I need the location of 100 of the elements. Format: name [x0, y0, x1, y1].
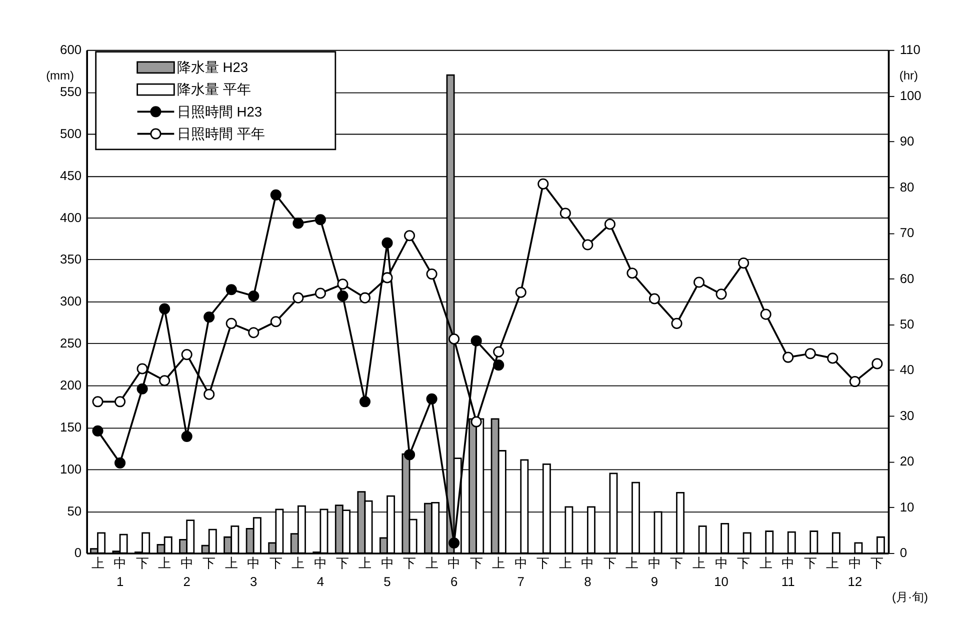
y2-axis-title: (hr) [899, 68, 918, 82]
x-tick-label: 下 [269, 555, 282, 570]
point [181, 349, 192, 360]
x-tick-label: 下 [336, 555, 350, 570]
point [827, 352, 838, 364]
point [404, 449, 416, 460]
x-tick-label: 上 [91, 555, 104, 570]
point [92, 396, 104, 408]
point [538, 178, 549, 190]
point [181, 430, 192, 442]
point [426, 268, 438, 280]
point [648, 293, 660, 304]
y-tick-label: 550 [60, 84, 82, 100]
point [92, 425, 104, 436]
x-tick-label: 下 [804, 555, 817, 570]
x-tick-label: 上 [558, 555, 572, 570]
legend-label: 日照時間 平年 [176, 125, 265, 142]
point [159, 303, 170, 314]
x-tick-label: 上 [626, 555, 639, 570]
point [114, 396, 126, 408]
x-tick-label: 下 [136, 555, 149, 570]
y-tick-label: 200 [60, 377, 82, 392]
point [448, 537, 460, 549]
x-tick-label: 中 6 [448, 555, 461, 589]
x-tick-label: 中 12 [848, 555, 862, 589]
x-tick-label: 下 [403, 555, 416, 570]
y2-tick-label: 50 [900, 316, 914, 332]
point [314, 288, 326, 299]
x-tick-label: 中 4 [314, 555, 327, 589]
y-tick-label: 100 [60, 461, 82, 476]
x-tick-label: 中 5 [380, 555, 394, 589]
y2-tick-label: 60 [900, 270, 914, 286]
x-tick-label: 上 [224, 555, 238, 570]
x-tick-label: 下 [202, 555, 216, 570]
point [248, 290, 260, 302]
point [292, 218, 304, 229]
point [382, 237, 393, 248]
point [248, 327, 260, 338]
point [604, 218, 616, 230]
x-tick-label: 上 [292, 555, 305, 570]
point [426, 393, 438, 404]
point [359, 292, 371, 304]
point [359, 396, 371, 408]
y-tick-label: 450 [60, 168, 82, 183]
y-tick-label: 50 [67, 503, 82, 518]
x-tick-label: 中 10 [714, 555, 728, 589]
x-tick-label: 中 1 [114, 555, 127, 589]
point [226, 284, 237, 296]
point [738, 258, 750, 269]
y-tick-label: 0 [74, 545, 82, 560]
y2-tick-label: 80 [900, 179, 914, 194]
point [849, 376, 860, 388]
x-tick-label: 下 [870, 555, 884, 570]
y2-tick-label: 30 [900, 408, 914, 423]
legend-label: 日照時間 H23 [176, 103, 262, 120]
x-tick-label: 中 7 [514, 555, 528, 589]
x-tick-label: 中 9 [648, 555, 661, 589]
y2-tick-label: 20 [900, 454, 914, 469]
point [337, 290, 348, 302]
y2-tick-label: 110 [900, 42, 920, 58]
y-axis-title: (mm) [46, 68, 74, 82]
y-tick-label: 600 [60, 42, 82, 58]
point [515, 286, 526, 298]
x-tick-label: 上 [692, 555, 706, 570]
point [382, 272, 393, 284]
point [470, 416, 482, 428]
point [626, 268, 638, 279]
y-tick-label: 150 [60, 419, 82, 434]
x-tick-label: 中 2 [180, 555, 194, 589]
y2-tick-label: 100 [900, 88, 922, 103]
point [448, 333, 460, 345]
point [204, 388, 215, 400]
point [136, 383, 148, 394]
point [337, 278, 348, 290]
point [470, 335, 482, 346]
y-tick-label: 250 [60, 336, 82, 351]
x-tick-label: 下 [603, 555, 616, 570]
x-tick-label: 中 8 [581, 555, 594, 589]
point [204, 312, 215, 323]
y2-tick-label: 10 [900, 499, 914, 514]
legend-label: 降水量 平年 [176, 81, 251, 98]
point [270, 316, 282, 328]
y-tick-label: 500 [60, 126, 82, 141]
x-tick-label: 上 [425, 555, 438, 570]
point [872, 358, 883, 370]
x-tick-label: 中 11 [781, 555, 795, 589]
x-tick-label: 上 [358, 555, 372, 570]
y2-tick-label: 90 [900, 134, 914, 149]
y-tick-label: 400 [60, 210, 82, 225]
x-tick-label: 上 [759, 555, 772, 570]
point [760, 308, 772, 320]
point [493, 346, 504, 358]
x-tick-label: 上 [826, 555, 840, 570]
y2-tick-label: 0 [900, 545, 907, 560]
point [270, 189, 282, 200]
x-axis-title: (月·旬) [892, 590, 928, 604]
point [716, 288, 727, 300]
point [671, 318, 682, 329]
point [582, 239, 594, 250]
point [136, 363, 148, 374]
